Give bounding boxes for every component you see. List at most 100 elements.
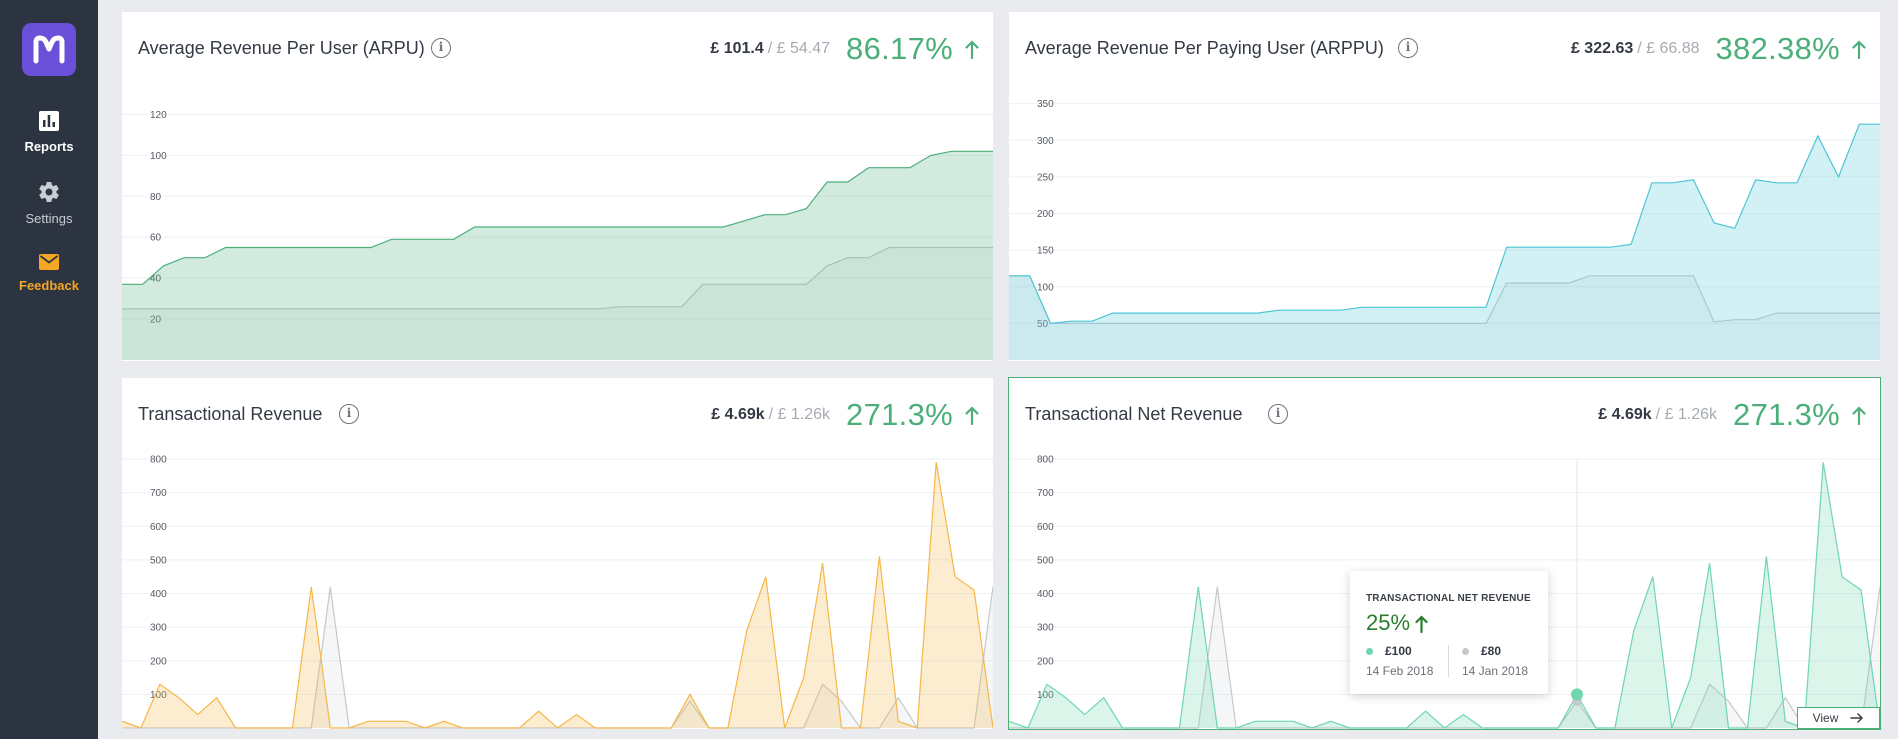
current-series-area — [1009, 124, 1880, 360]
arpu-chart: 20 40 60 80 100 120 — [122, 110, 993, 360]
y-tick-label: 700 — [150, 488, 167, 499]
previous-value: / £ 66.88 — [1637, 40, 1700, 57]
tooltip-change-value: 25% — [1366, 610, 1411, 635]
previous-series-area — [122, 247, 993, 360]
card-stats: £ 101.4 / £ 54.47 86.17% — [710, 29, 979, 69]
arrow-up-icon — [1852, 406, 1866, 425]
arrow-right-icon — [1850, 713, 1864, 723]
previous-series-area — [122, 586, 993, 728]
current-series-line — [122, 462, 993, 729]
current-series-area — [1009, 462, 1880, 728]
current-hover-point — [1571, 688, 1584, 701]
arppu-card[interactable]: Average Revenue Per Paying User (ARPPU) … — [1009, 12, 1880, 361]
y-tick-label: 500 — [150, 555, 167, 566]
y-tick-label: 250 — [1037, 172, 1054, 183]
y-tick-label: 300 — [1037, 623, 1054, 634]
arrow-up-icon — [965, 406, 979, 425]
previous-value: / £ 1.26k — [1655, 406, 1718, 423]
arrow-up-icon — [1415, 614, 1428, 633]
arrow-up-icon — [1852, 40, 1866, 59]
y-tick-label: 120 — [150, 110, 167, 121]
bar-chart-icon — [39, 111, 59, 131]
arpu-card[interactable]: Average Revenue Per User (ARPU) i £ 101.… — [122, 12, 993, 361]
nav-feedback[interactable]: Feedback — [0, 253, 98, 293]
current-series-area — [122, 151, 993, 360]
tooltip-previous-date: 14 Jan 2018 — [1462, 664, 1529, 678]
info-icon[interactable]: i — [339, 404, 359, 424]
current-series-line — [122, 150, 993, 285]
info-icon[interactable]: i — [1398, 38, 1418, 58]
nav-feedback-label: Feedback — [19, 278, 79, 293]
current-value: £ 4.69k — [711, 406, 765, 423]
card-stats: £ 322.63 / £ 66.88 382.38% — [1571, 29, 1866, 69]
arrow-up-icon — [965, 40, 979, 59]
current-dot — [1366, 647, 1373, 655]
previous-series-line — [1009, 275, 1880, 324]
y-tick-label: 100 — [150, 151, 167, 162]
current-value: £ 101.4 — [710, 40, 764, 57]
tooltip-current: £100 14 Feb 2018 — [1366, 644, 1433, 678]
change-percent: 382.38% — [1715, 31, 1840, 66]
y-tick-label: 300 — [150, 623, 167, 634]
transactional-net-revenue-chart: 100 200 300 400 500 600 700 800 — [1009, 455, 1880, 729]
tooltip-separator — [1448, 645, 1449, 677]
y-tick-label: 600 — [150, 522, 167, 533]
card-title: Average Revenue Per User (ARPU) — [138, 38, 425, 58]
previous-value: / £ 1.26k — [768, 406, 831, 423]
current-value: £ 4.69k — [1598, 406, 1652, 423]
nav-reports[interactable]: Reports — [0, 110, 98, 154]
tooltip-current-date: 14 Feb 2018 — [1366, 664, 1434, 678]
nav-settings[interactable]: Settings — [0, 180, 98, 226]
card-title: Transactional Revenue — [138, 404, 323, 424]
y-tick-label: 400 — [1037, 589, 1054, 600]
tooltip-previous: £80 14 Jan 2018 — [1462, 644, 1528, 678]
previous-series-line — [122, 246, 993, 310]
current-series-line — [1009, 462, 1880, 729]
y-tick-label: 600 — [1037, 522, 1054, 533]
card-stats: £ 4.69k / £ 1.26k 271.3% — [711, 395, 979, 435]
arppu-chart: 50 100 150 200 250 300 350 — [1009, 99, 1880, 360]
y-tick-label: 200 — [1037, 209, 1054, 220]
y-tick-label: 150 — [1037, 246, 1054, 257]
y-tick-label: 800 — [150, 455, 167, 466]
y-tick-label: 100 — [1037, 282, 1054, 293]
previous-series-area — [1009, 275, 1880, 360]
previous-series-area — [1009, 586, 1880, 728]
y-tick-label: 50 — [1037, 319, 1049, 330]
change-percent: 86.17% — [846, 31, 953, 66]
sidebar: Reports Settings Feedback — [0, 0, 98, 739]
tooltip-current-value: £100 — [1385, 644, 1412, 658]
y-tick-label: 700 — [1037, 488, 1054, 499]
current-series-area — [122, 462, 993, 728]
y-tick-label: 200 — [1037, 656, 1054, 667]
tooltip-change: 25% — [1366, 610, 1428, 636]
y-tick-label: 800 — [1037, 455, 1054, 466]
card-title: Average Revenue Per Paying User (ARPPU) — [1025, 38, 1384, 58]
y-tick-label: 40 — [150, 274, 162, 285]
y-tick-label: 500 — [1037, 555, 1054, 566]
card-stats: £ 4.69k / £ 1.26k 271.3% — [1598, 395, 1866, 435]
mail-icon — [39, 254, 59, 270]
y-tick-label: 300 — [1037, 136, 1054, 147]
current-series-line — [1009, 123, 1880, 325]
change-percent: 271.3% — [846, 397, 953, 432]
nav-settings-label: Settings — [25, 211, 73, 226]
transactional-revenue-card[interactable]: Transactional Revenue i £ 4.69k / £ 1.26… — [122, 378, 993, 729]
current-value: £ 322.63 — [1570, 40, 1634, 57]
y-tick-label: 400 — [150, 589, 167, 600]
previous-dot — [1462, 647, 1469, 655]
nav-reports-label: Reports — [24, 139, 74, 154]
view-button[interactable]: View — [1797, 707, 1880, 729]
chart-tooltip: TRANSACTIONAL NET REVENUE 25% £100 14 Fe… — [1350, 571, 1548, 694]
tooltip-previous-value: £80 — [1481, 644, 1502, 658]
y-tick-label: 20 — [150, 315, 162, 326]
y-tick-label: 100 — [150, 690, 167, 701]
change-percent: 271.3% — [1733, 397, 1840, 432]
app-logo[interactable] — [22, 23, 76, 76]
info-icon[interactable]: i — [431, 38, 451, 58]
view-button-label: View — [1812, 711, 1839, 725]
y-tick-label: 80 — [150, 192, 162, 203]
info-icon[interactable]: i — [1268, 404, 1288, 424]
y-tick-label: 350 — [1037, 99, 1054, 110]
y-tick-label: 60 — [150, 233, 162, 244]
